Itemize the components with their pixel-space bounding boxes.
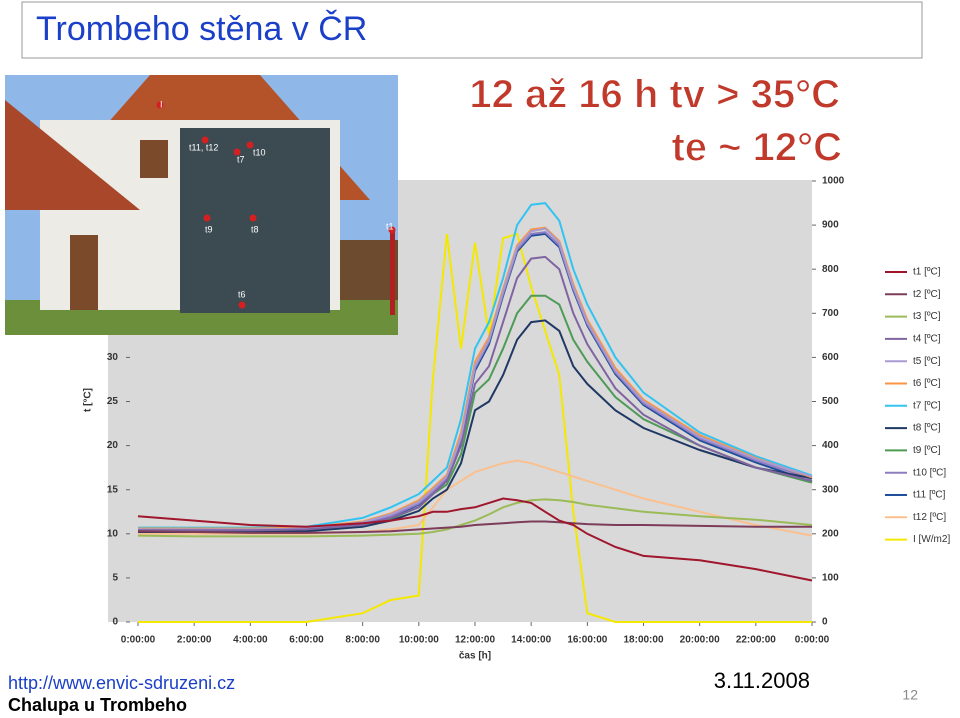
y-tick-label: 15: [107, 484, 119, 495]
title-box: [21, 1, 923, 59]
x-tick-label: 20:00:00: [680, 635, 720, 646]
y2-tick-label: 300: [822, 484, 839, 495]
legend-label: t2 [ºC]: [913, 289, 941, 300]
photo-marker: [233, 148, 241, 156]
photo-label: I: [160, 99, 163, 109]
legend-label: t10 [ºC]: [913, 467, 946, 478]
y-axis-title: t [°C]: [83, 388, 94, 412]
y2-tick-label: 200: [822, 528, 839, 539]
side-roof: [5, 100, 140, 210]
photo-marker: [203, 214, 211, 222]
url: http://www.envic-sdruzeni.cz: [8, 673, 235, 693]
series-line: [137, 498, 813, 538]
y-tick-label: 10: [107, 528, 119, 539]
y2-tick-label: 700: [822, 308, 839, 319]
y2-tick-label: 100: [822, 573, 839, 584]
x-tick-label: 0:00:00: [795, 635, 830, 646]
y-tick-label: 20: [107, 440, 119, 451]
date: 3.11.2008: [714, 668, 810, 693]
series-line: [137, 497, 813, 582]
fence: [340, 240, 398, 300]
x-tick-label: 12:00:00: [455, 635, 495, 646]
x-tick-label: 16:00:00: [567, 635, 607, 646]
y2-tick-label: 800: [822, 264, 839, 275]
x-axis-title: čas [h]: [459, 651, 491, 662]
x-tick-label: 4:00:00: [233, 635, 268, 646]
x-tick-label: 22:00:00: [736, 635, 776, 646]
caption: Chalupa u Trombeho: [8, 695, 187, 715]
legend-label: t11 [ºC]: [913, 490, 946, 501]
photo-marker: [201, 136, 209, 144]
x-tick-label: 14:00:00: [511, 635, 551, 646]
y2-tick-label: 1000: [822, 176, 845, 187]
y2-tick-label: 900: [822, 220, 839, 231]
series-line: [138, 232, 812, 623]
photo-marker: [249, 214, 257, 222]
legend-label: t6 [ºC]: [913, 378, 941, 389]
y-tick-label: 30: [107, 352, 119, 363]
photo-label: t8: [251, 224, 259, 234]
x-tick-label: 10:00:00: [399, 635, 439, 646]
x-tick-label: 8:00:00: [345, 635, 380, 646]
window: [140, 140, 168, 178]
headline: 12 až 16 h tv > 35°C: [469, 73, 840, 117]
photo-label: t1: [386, 221, 394, 231]
page-number: 12: [902, 687, 918, 703]
legend-label: t4 [ºC]: [913, 334, 941, 345]
x-tick-label: 2:00:00: [177, 635, 212, 646]
pole: [390, 230, 395, 315]
subheadline: te ~ 12°C: [671, 126, 842, 170]
y-tick-label: 25: [107, 396, 119, 407]
series-line: [138, 319, 813, 533]
photo-marker: [238, 301, 246, 309]
y-tick-label: 0: [112, 617, 118, 628]
legend-label: t9 [ºC]: [913, 445, 941, 456]
y2-tick-label: 600: [822, 352, 839, 363]
photo-label: t10: [253, 147, 266, 157]
x-tick-label: 6:00:00: [289, 635, 324, 646]
y2-tick-label: 400: [822, 440, 839, 451]
series-line: [137, 520, 812, 534]
legend-label: I [W/m2]: [913, 534, 950, 545]
legend-label: t8 [ºC]: [913, 423, 941, 434]
legend-label: t5 [ºC]: [913, 356, 941, 367]
legend-label: t1 [ºC]: [913, 267, 941, 278]
photo-marker: [156, 101, 164, 109]
x-tick-label: 0:00:00: [121, 635, 156, 646]
photo-marker: [388, 226, 396, 234]
legend-label: t12 [ºC]: [913, 512, 946, 523]
slide-title: Trombeho stěna v ČR: [36, 10, 367, 48]
photo-marker: [246, 141, 254, 149]
legend-label: t3 [ºC]: [913, 311, 941, 322]
photo-label: t7: [237, 154, 245, 164]
photo-label: t6: [238, 289, 246, 299]
door: [70, 235, 98, 310]
x-tick-label: 18:00:00: [623, 635, 663, 646]
legend-label: t7 [ºC]: [913, 400, 941, 411]
photo-label: t11, t12: [189, 142, 218, 152]
series-line: [138, 255, 813, 532]
series-line: [138, 202, 813, 529]
y2-tick-label: 0: [822, 617, 828, 628]
y2-tick-label: 500: [822, 396, 839, 407]
y-tick-label: 5: [112, 573, 118, 584]
photo-label: t9: [205, 224, 213, 234]
photo: [5, 75, 398, 335]
